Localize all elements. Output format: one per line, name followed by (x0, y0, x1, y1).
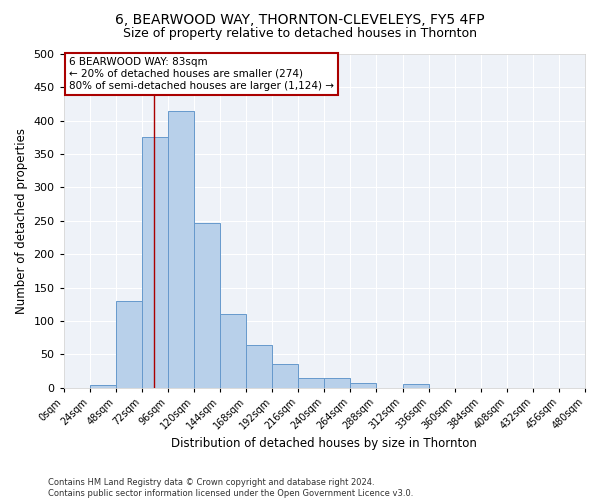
Text: Size of property relative to detached houses in Thornton: Size of property relative to detached ho… (123, 28, 477, 40)
Bar (116, 301, 142, 388)
Bar (272, 364, 298, 388)
Bar (298, 378, 325, 388)
Bar (220, 314, 246, 388)
Text: 6, BEARWOOD WAY, THORNTON-CLEVELEYS, FY5 4FP: 6, BEARWOOD WAY, THORNTON-CLEVELEYS, FY5… (115, 12, 485, 26)
Bar (168, 110, 194, 388)
Text: Contains HM Land Registry data © Crown copyright and database right 2024.
Contai: Contains HM Land Registry data © Crown c… (48, 478, 413, 498)
Y-axis label: Number of detached properties: Number of detached properties (15, 128, 28, 314)
Bar (142, 138, 168, 388)
Bar (90, 385, 116, 388)
X-axis label: Distribution of detached houses by size in Thornton: Distribution of detached houses by size … (172, 437, 477, 450)
Bar (325, 378, 350, 388)
Text: 6 BEARWOOD WAY: 83sqm
← 20% of detached houses are smaller (274)
80% of semi-det: 6 BEARWOOD WAY: 83sqm ← 20% of detached … (69, 58, 334, 90)
Bar (403, 384, 428, 388)
Bar (246, 345, 272, 388)
Bar (350, 383, 376, 388)
Bar (194, 223, 220, 388)
